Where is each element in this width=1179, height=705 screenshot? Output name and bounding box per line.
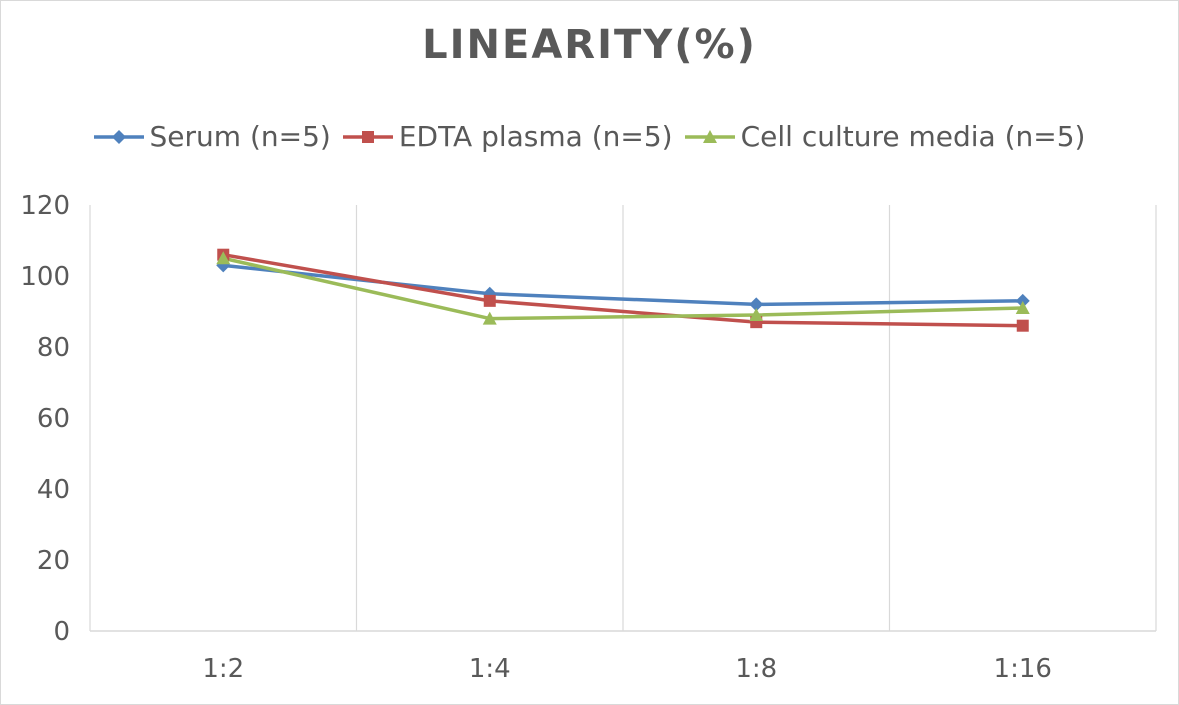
legend-swatch-cell-culture-media — [684, 129, 735, 143]
x-tick-label: 1:4 — [469, 654, 511, 684]
data-point-triangle — [749, 308, 764, 322]
y-tick-label: 80 — [37, 333, 70, 363]
legend: Serum (n=5) EDTA plasma (n=5) Cell cultu… — [0, 120, 1179, 153]
series-line-1 — [222, 252, 1023, 328]
legend-item-serum: Serum (n=5) — [93, 120, 331, 153]
series-line-2 — [222, 256, 1023, 321]
y-tick-label: 40 — [37, 475, 70, 505]
legend-label-cell-culture-media: Cell culture media (n=5) — [740, 120, 1086, 153]
data-point-diamond — [749, 297, 764, 312]
data-point-diamond — [1015, 293, 1030, 308]
legend-label-edta-plasma: EDTA plasma (n=5) — [398, 120, 673, 153]
legend-swatch-serum — [93, 129, 144, 144]
y-tick-label: 20 — [37, 546, 70, 576]
legend-label-serum: Serum (n=5) — [149, 120, 331, 153]
data-point-triangle — [482, 311, 497, 325]
data-point-triangle — [216, 251, 231, 265]
data-point-triangle — [1015, 300, 1030, 314]
x-tick-label: 1:2 — [202, 654, 244, 684]
chart-title: LINEARITY(%) — [422, 22, 757, 68]
y-tick-label: 100 — [20, 262, 70, 292]
data-point-square — [1016, 319, 1029, 332]
x-tick-label: 1:16 — [994, 654, 1052, 684]
legend-item-edta-plasma: EDTA plasma (n=5) — [342, 120, 673, 153]
legend-swatch-edta-plasma — [342, 130, 393, 143]
y-tick-label: 120 — [20, 191, 70, 221]
y-tick-label: 60 — [37, 404, 70, 434]
data-point-square — [483, 294, 496, 307]
legend-item-cell-culture-media: Cell culture media (n=5) — [684, 120, 1086, 153]
x-tick-label: 1:8 — [735, 654, 777, 684]
y-tick-label: 0 — [53, 617, 70, 647]
